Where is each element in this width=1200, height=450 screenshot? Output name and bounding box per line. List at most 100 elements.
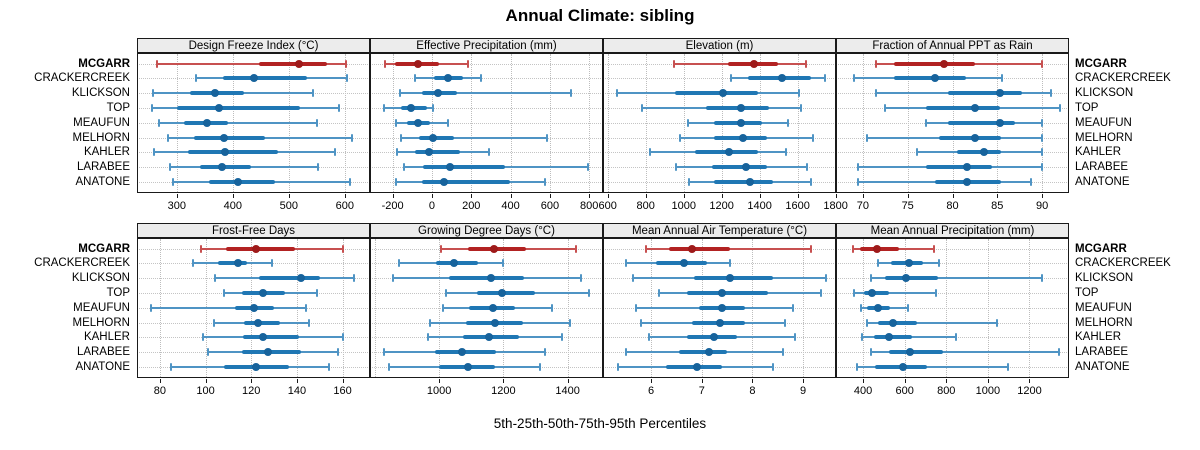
whisker-cap-high [1040, 274, 1043, 283]
median-dot [425, 148, 434, 157]
gridline-horizontal [838, 248, 1067, 250]
whisker-cap-low [639, 318, 642, 327]
gridline-horizontal [838, 263, 1067, 265]
median-dot [889, 318, 898, 327]
median-dot [995, 118, 1004, 127]
whisker-cap-high [824, 74, 827, 83]
gridline-horizontal [372, 63, 601, 65]
whisker-cap-low [915, 148, 918, 157]
axis-tick [176, 194, 178, 198]
axis-tick-label: 100 [196, 385, 215, 397]
whisker-cap-low [686, 118, 689, 127]
median-dot [901, 274, 910, 283]
whisker-cap-high [937, 259, 940, 268]
whisker-cap-high [543, 348, 546, 357]
gridline-horizontal [605, 78, 834, 80]
whisker-cap-high [327, 362, 330, 371]
median-dot [962, 177, 971, 186]
axis-tick-label: 8 [749, 385, 756, 397]
whisker-cap-low [857, 177, 860, 186]
whisker-cap-low [395, 148, 398, 157]
whisker-cap-high [1041, 148, 1044, 157]
interquartile-band [448, 276, 525, 281]
interquartile-band [414, 150, 461, 155]
whisker-cap-high [315, 118, 318, 127]
whisker-cap-high [798, 89, 801, 98]
whisker-cap-high [824, 274, 827, 283]
median-dot [219, 133, 228, 142]
axis-tick-label: 800 [580, 200, 599, 212]
axis-tick-label: 140 [287, 385, 307, 397]
whisker-cap-low [616, 89, 619, 98]
whisker-cap-low [648, 148, 651, 157]
station-label-right: CRACKERCREEK [1075, 257, 1171, 270]
whisker-cap-low [152, 148, 155, 157]
median-dot [210, 89, 219, 98]
interquartile-band [894, 76, 966, 81]
axis-tick-label: 80 [946, 200, 959, 212]
whisker-cap-low [213, 274, 216, 283]
median-dot [710, 333, 719, 342]
median-dot [904, 259, 913, 268]
median-dot [250, 74, 259, 83]
axis-tick [907, 194, 909, 198]
whisker-cap-low [673, 59, 676, 68]
percentile-range-line [157, 62, 347, 65]
interquartile-band [925, 165, 992, 170]
whisker-cap-low [859, 303, 862, 312]
axis-tick [997, 194, 999, 198]
axis-tick [296, 379, 298, 383]
whisker-cap-high [341, 244, 344, 253]
percentile-range-line [853, 291, 936, 294]
whisker-cap-low [172, 177, 175, 186]
axis-tick-label: 1400 [555, 385, 580, 397]
whisker-cap-low [632, 274, 635, 283]
axis-tick-label: 160 [333, 385, 352, 397]
median-dot [970, 133, 979, 142]
station-label-left: ANATONE [75, 175, 130, 188]
median-dot [297, 274, 306, 283]
axis-tick [987, 379, 989, 383]
whisker-cap-high [487, 148, 490, 157]
median-dot [249, 303, 258, 312]
axis-tick-label: 600 [895, 385, 914, 397]
interquartile-band [686, 290, 768, 295]
median-dot [995, 89, 1004, 98]
panel-strip-title: Mean Annual Precipitation (mm) [836, 223, 1069, 238]
panel-strip-title: Growing Degree Days (°C) [370, 223, 603, 238]
percentile-range-line [400, 92, 572, 95]
median-dot [680, 259, 689, 268]
axis-tick-label: 85 [991, 200, 1004, 212]
axis-tick-label: 400 [853, 385, 873, 397]
gridline-horizontal [838, 307, 1067, 309]
station-label-right: ANATONE [1075, 360, 1130, 373]
median-dot [218, 163, 227, 172]
station-label-left: LARABEE [76, 161, 130, 174]
whisker-cap-high [1059, 103, 1062, 112]
whisker-cap-high [353, 274, 355, 283]
percentile-range-line [856, 365, 1009, 368]
whisker-cap-high [586, 163, 589, 172]
median-dot [413, 59, 422, 68]
whisker-cap-high [1041, 163, 1044, 172]
axis-tick-label: 500 [279, 200, 298, 212]
whisker-cap-high [270, 259, 273, 268]
station-label-left: CRACKERCREEK [34, 257, 130, 270]
axis-tick-label: 1200 [1017, 385, 1042, 397]
whisker-cap-low [924, 118, 927, 127]
whisker-cap-low [851, 244, 854, 253]
median-dot [428, 133, 437, 142]
interquartile-band [226, 246, 295, 251]
median-dot [725, 274, 734, 283]
median-dot [489, 303, 498, 312]
median-dot [446, 163, 455, 172]
whisker-cap-high [1000, 74, 1003, 83]
whisker-cap-high [955, 333, 958, 342]
whisker-cap-low [875, 89, 878, 98]
axis-tick [721, 194, 723, 198]
axis-tick-label: 200 [462, 200, 481, 212]
panel-strip-title: Fraction of Annual PPT as Rain [836, 38, 1069, 53]
station-label-left: TOP [106, 286, 130, 299]
whisker-cap-low [169, 163, 172, 172]
station-label-right: TOP [1075, 101, 1099, 114]
